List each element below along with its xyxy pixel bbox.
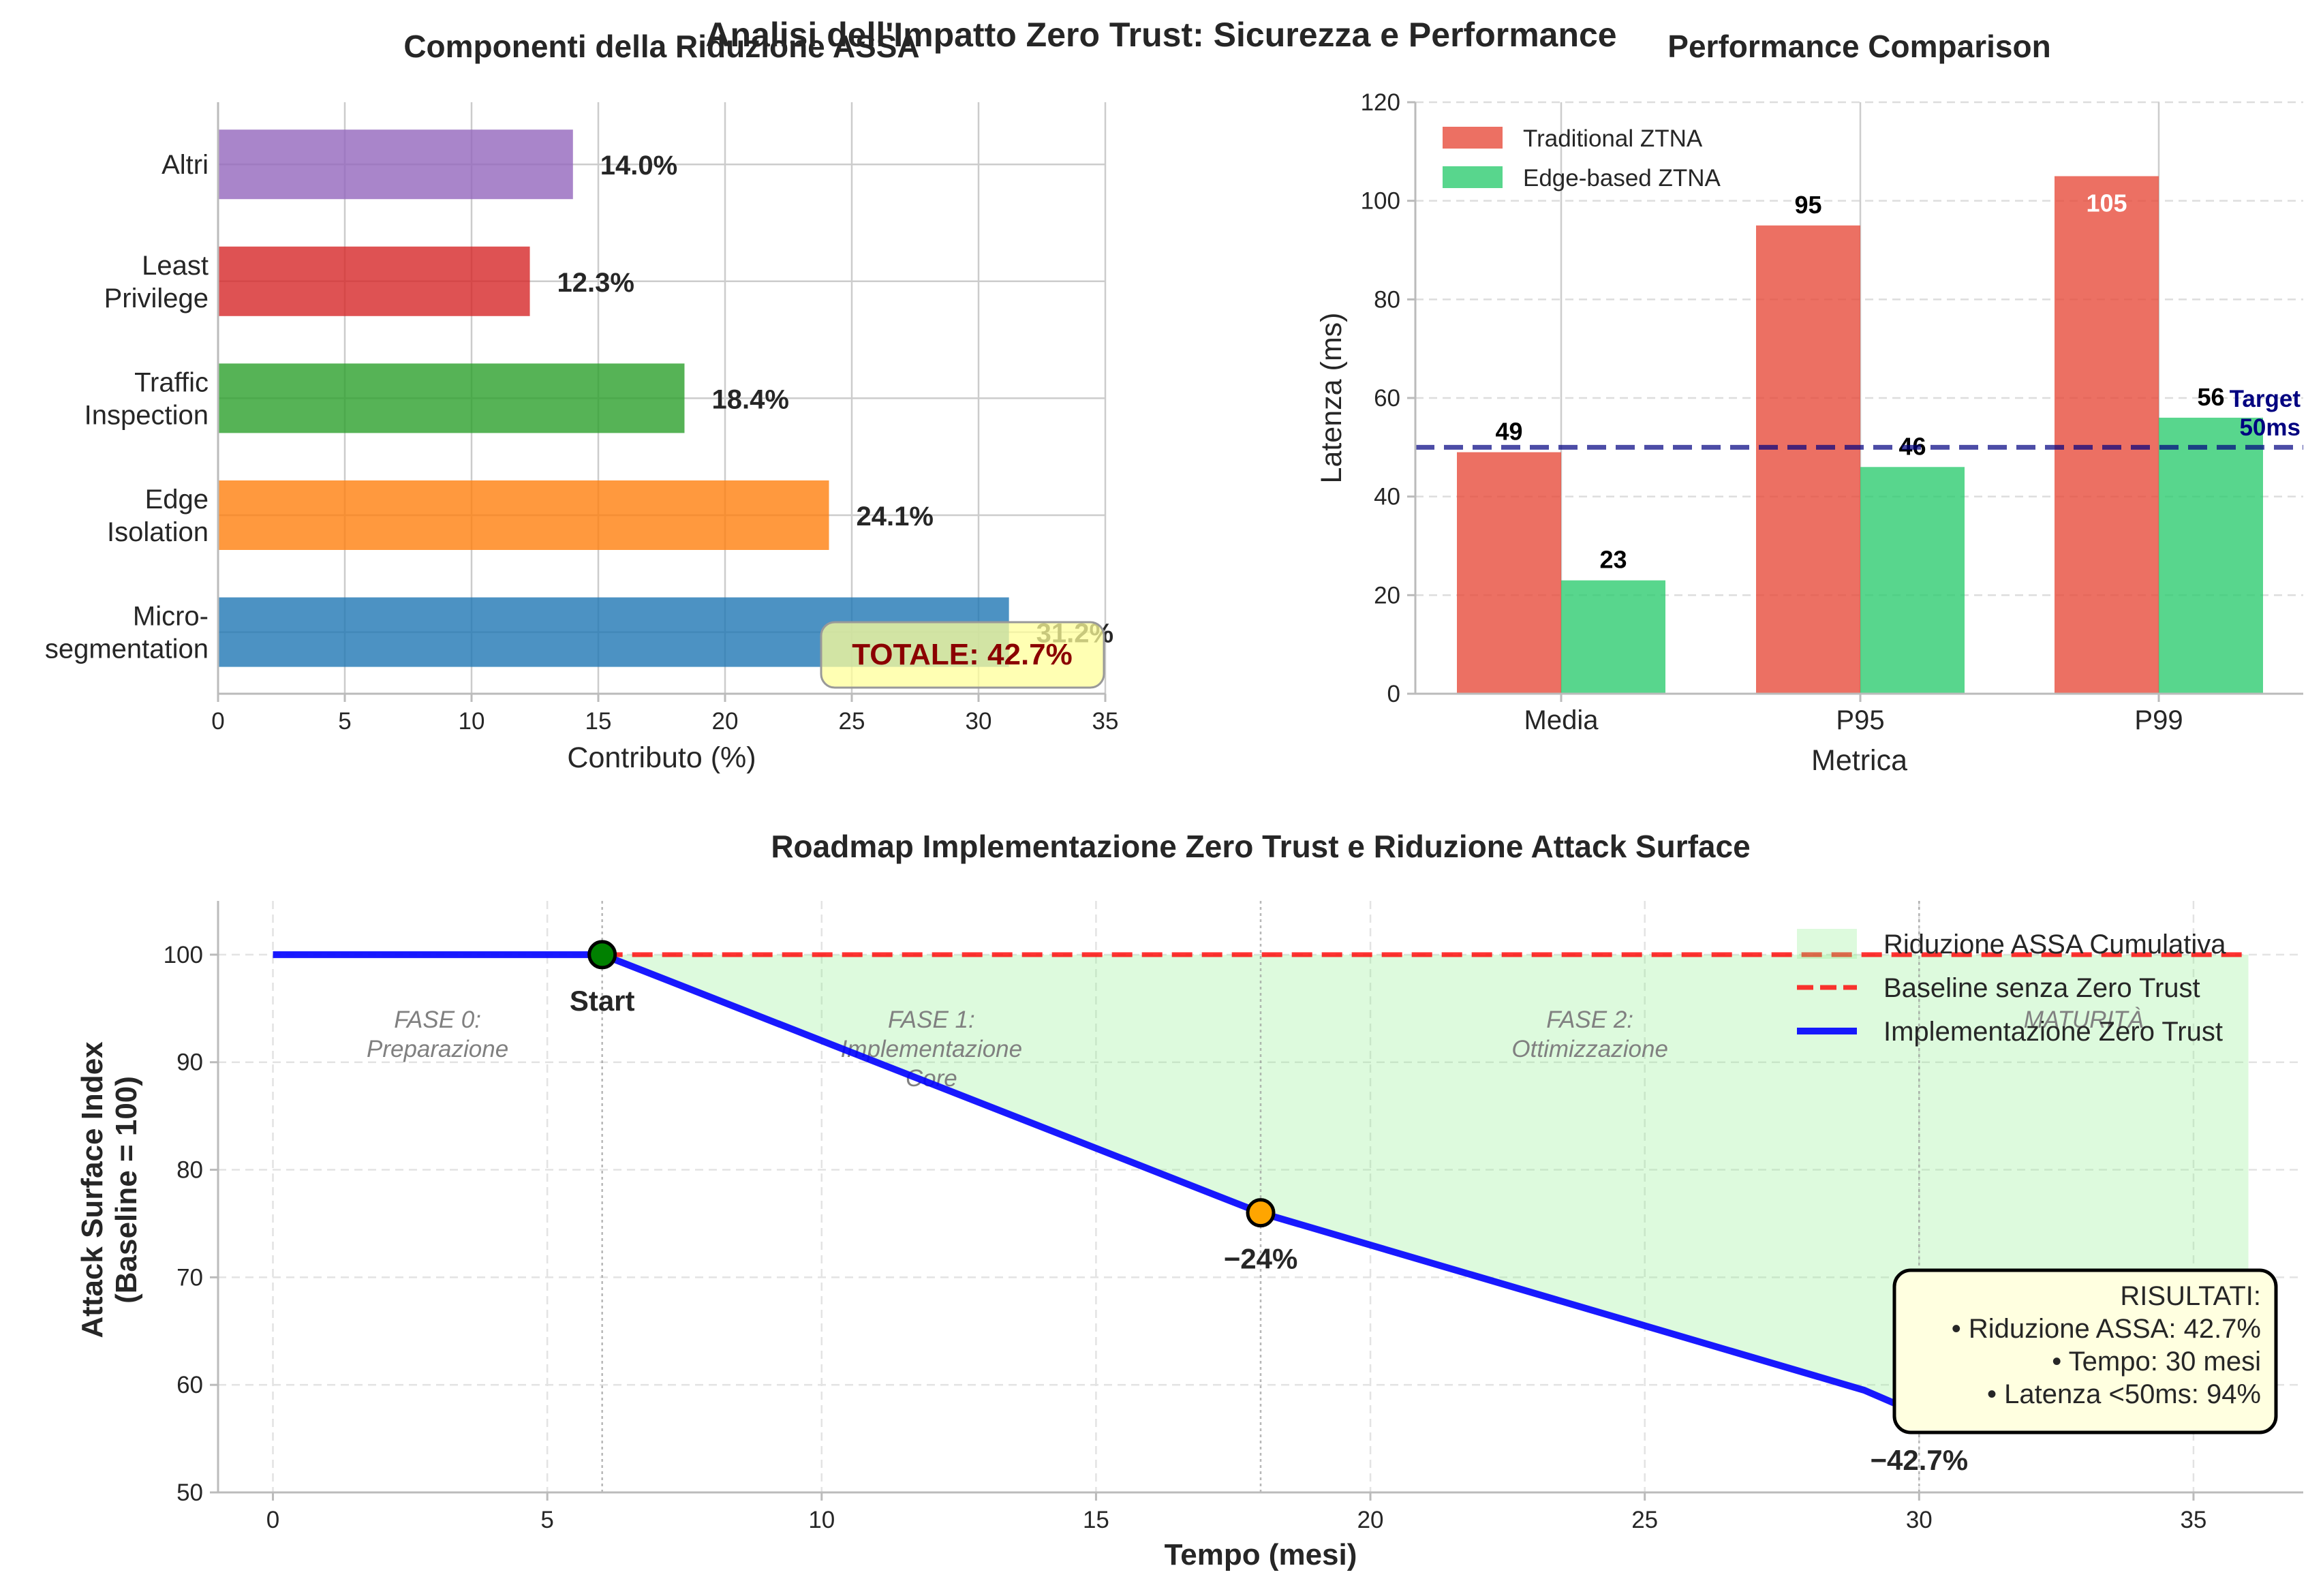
axis-label-x: Tempo (mesi) — [1165, 1538, 1357, 1571]
bar-value-label: 105 — [2086, 189, 2127, 217]
tick-label-y: 50 — [176, 1479, 203, 1506]
bar-value-label: 18.4% — [711, 384, 788, 414]
bar-0-1 — [1756, 225, 1860, 694]
figure-suptitle: Analisi dell'Impatto Zero Trust: Sicurez… — [705, 16, 1616, 54]
bar-value-label: 95 — [1794, 191, 1821, 219]
category-label: Traffic Inspection — [84, 367, 209, 430]
bar-1 — [218, 480, 829, 550]
tick-label-x: 30 — [1906, 1507, 1933, 1533]
bar-1-0 — [1561, 580, 1665, 694]
bar-value-label: 56 — [2197, 383, 2224, 411]
target-label: Target 50ms — [2230, 386, 2301, 441]
tick-label-y: 20 — [1374, 582, 1400, 609]
tick-label-y: 120 — [1361, 89, 1400, 116]
axis-label-y: Attack Surface Index(Baseline = 100) — [76, 1041, 143, 1338]
results-box — [1892, 1268, 2278, 1434]
bar-4 — [218, 129, 573, 200]
phase-label: MATURITÀ — [2024, 1007, 2144, 1033]
tick-label-y: 90 — [176, 1049, 203, 1076]
category-label: P95 — [1836, 705, 1884, 735]
tick-label-y: 0 — [1387, 681, 1400, 707]
phase-label: FASE 2: Ottimizzazione — [1511, 1007, 1668, 1062]
results-line: • Riduzione ASSA: 42.7% — [1952, 1314, 2261, 1344]
bar-3 — [218, 246, 530, 316]
legend-label: Implementazione Zero Trust — [1883, 1017, 2223, 1047]
tick-label-y: 100 — [164, 942, 203, 968]
results-line: RISULTATI: — [2120, 1281, 2261, 1311]
results-line: • Tempo: 30 mesi — [2052, 1347, 2261, 1377]
tick-label-x: 10 — [459, 708, 485, 735]
category-label: Least Privilege — [104, 251, 209, 313]
bar-0-0 — [1457, 452, 1561, 694]
category-label: P99 — [2134, 705, 2183, 735]
tick-label-x: 25 — [839, 708, 865, 735]
legend-swatch-area — [1797, 929, 1857, 959]
legend-swatch — [1443, 166, 1503, 188]
bar-0-2 — [2055, 176, 2159, 694]
tick-label-y: 80 — [176, 1157, 203, 1184]
tick-label-x: 5 — [338, 708, 351, 735]
tick-label-x: 5 — [540, 1507, 553, 1533]
bar-value-label: 24.1% — [857, 502, 934, 532]
category-label: Micro-segmentation — [45, 602, 209, 664]
tick-label-y: 70 — [176, 1264, 203, 1291]
milestone-label: −42.7% — [1871, 1444, 1969, 1476]
panel-title: Componenti della Riduzione ASSA — [403, 29, 919, 64]
legend-label: Edge-based ZTNA — [1523, 165, 1721, 191]
milestone-marker — [1246, 1198, 1276, 1228]
axis-label-x: Metrica — [1811, 744, 1907, 777]
total-annotation: TOTALE: 42.7% — [852, 638, 1073, 671]
tick-label-y: 40 — [1374, 484, 1400, 510]
legend-label: Riduzione ASSA Cumulativa — [1883, 930, 2226, 960]
tick-label-x: 0 — [266, 1507, 279, 1533]
tick-label-y: 100 — [1361, 188, 1400, 215]
category-label: Altri — [161, 150, 209, 180]
panel-title: Roadmap Implementazione Zero Trust e Rid… — [771, 829, 1750, 864]
tick-label-x: 15 — [1083, 1507, 1109, 1533]
legend-label: Baseline senza Zero Trust — [1883, 973, 2200, 1003]
category-label: Media — [1524, 705, 1599, 735]
area-assa-reduction — [602, 954, 2249, 1414]
legend-label: Traditional ZTNA — [1523, 125, 1703, 152]
milestone-marker — [587, 940, 617, 970]
tick-label-x: 30 — [966, 708, 992, 735]
tick-label-x: 25 — [1631, 1507, 1658, 1533]
legend-swatch — [1443, 127, 1503, 149]
tick-label-x: 20 — [1357, 1507, 1384, 1533]
category-label: Edge Isolation — [107, 485, 209, 547]
bar-value-label: 23 — [1599, 546, 1627, 574]
tick-label-x: 35 — [1092, 708, 1119, 735]
tick-label-x: 15 — [585, 708, 612, 735]
tick-label-y: 80 — [1374, 286, 1400, 313]
bar-value-label: 12.3% — [557, 268, 634, 298]
bar-value-label: 49 — [1495, 418, 1522, 446]
panel-assa-components: 31.2%Micro-segmentation24.1%EdgeIsolatio… — [45, 29, 1119, 774]
bar-1-2 — [2159, 417, 2263, 694]
tick-label-x: 0 — [211, 708, 224, 735]
panel-title: Performance Comparison — [1667, 29, 2050, 64]
results-line: • Latenza <50ms: 94% — [1987, 1379, 2261, 1409]
tick-label-y: 60 — [176, 1372, 203, 1398]
bar-2 — [218, 363, 685, 433]
tick-label-y: 60 — [1374, 385, 1400, 412]
panel-performance-comparison: 4995105234656Target50ms020406080100120Me… — [1315, 29, 2303, 777]
axis-label-x: Contributo (%) — [567, 741, 756, 774]
milestone-label: −24% — [1224, 1243, 1298, 1275]
tick-label-x: 20 — [712, 708, 739, 735]
milestone-label: Start — [570, 985, 635, 1017]
bar-value-label: 14.0% — [600, 151, 677, 181]
bar-1-1 — [1860, 467, 1965, 694]
axis-label-y: Latenza (ms) — [1315, 313, 1348, 484]
total-annotation-box — [820, 621, 1105, 689]
phase-label: FASE 0: Preparazione — [367, 1007, 508, 1062]
tick-label-x: 35 — [2180, 1507, 2206, 1533]
tick-label-x: 10 — [808, 1507, 835, 1533]
